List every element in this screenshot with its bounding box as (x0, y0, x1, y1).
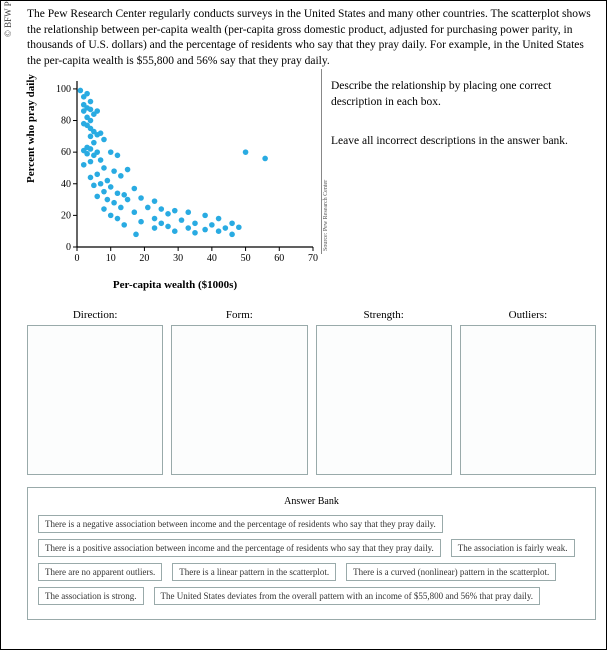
answer-chip[interactable]: There is a negative association between … (38, 515, 443, 533)
instruction-1: Describe the relationship by placing one… (331, 79, 596, 110)
drop-box[interactable] (460, 325, 596, 475)
svg-text:50: 50 (241, 253, 251, 264)
svg-text:70: 70 (308, 253, 318, 264)
svg-text:0: 0 (66, 242, 71, 253)
svg-text:40: 40 (207, 253, 217, 264)
drop-col-2: Strength: (316, 309, 452, 475)
top-row: Percent who pray daily Per-capita wealth… (27, 75, 596, 295)
bank-row: There is a positive association between … (38, 539, 585, 557)
scatter-svg: 0 20 40 60 80 100 0 10 20 30 40 50 60 70 (49, 75, 319, 275)
chart-source-note: Source: Pew Research Center (323, 180, 329, 251)
answer-chip[interactable]: There are no apparent outliers. (38, 563, 162, 581)
page-root: © BFW Publishers The Pew Research Center… (0, 0, 607, 650)
answer-chip[interactable]: The association is fairly weak. (451, 539, 575, 557)
instructions: Describe the relationship by placing one… (331, 75, 596, 295)
instruction-2: Leave all incorrect descriptions in the … (331, 134, 596, 150)
drop-label: Form: (171, 309, 307, 321)
drop-box[interactable] (316, 325, 452, 475)
bank-row: The association is strong. The United Sta… (38, 587, 585, 605)
svg-text:80: 80 (61, 116, 71, 127)
drop-col-3: Outliers: (460, 309, 596, 475)
answer-chip[interactable]: There is a linear pattern in the scatter… (172, 563, 336, 581)
drop-box[interactable] (171, 325, 307, 475)
svg-text:0: 0 (75, 253, 80, 264)
answer-bank-title: Answer Bank (38, 496, 585, 507)
bank-row: There are no apparent outliers. There is … (38, 563, 585, 581)
answer-bank-body: There is a negative association between … (38, 515, 585, 605)
answer-chip[interactable]: The association is strong. (38, 587, 144, 605)
publisher-label: © BFW Publishers (3, 0, 13, 37)
drop-zone-row: Direction: Form: Strength: Outliers: (27, 309, 596, 475)
svg-text:20: 20 (61, 210, 71, 221)
drop-box[interactable] (27, 325, 163, 475)
answer-chip[interactable]: There is a positive association between … (38, 539, 441, 557)
drop-label: Direction: (27, 309, 163, 321)
drop-col-1: Form: (171, 309, 307, 475)
bank-row: There is a negative association between … (38, 515, 585, 533)
answer-chip[interactable]: The United States deviates from the over… (154, 587, 541, 605)
svg-text:30: 30 (173, 253, 183, 264)
drop-col-0: Direction: (27, 309, 163, 475)
intro-text: The Pew Research Center regularly conduc… (27, 7, 596, 69)
svg-text:60: 60 (274, 253, 284, 264)
svg-text:60: 60 (61, 147, 71, 158)
drop-label: Outliers: (460, 309, 596, 321)
svg-text:10: 10 (106, 253, 116, 264)
svg-text:100: 100 (56, 84, 71, 95)
scatterplot: Percent who pray daily Per-capita wealth… (27, 75, 323, 295)
svg-text:20: 20 (139, 253, 149, 264)
svg-text:40: 40 (61, 179, 71, 190)
y-axis-label: Percent who pray daily (25, 74, 37, 183)
answer-chip[interactable]: There is a curved (nonlinear) pattern in… (346, 563, 556, 581)
drop-label: Strength: (316, 309, 452, 321)
x-axis-label: Per-capita wealth ($1000s) (27, 279, 323, 291)
answer-bank: Answer Bank There is a negative associat… (27, 487, 596, 620)
